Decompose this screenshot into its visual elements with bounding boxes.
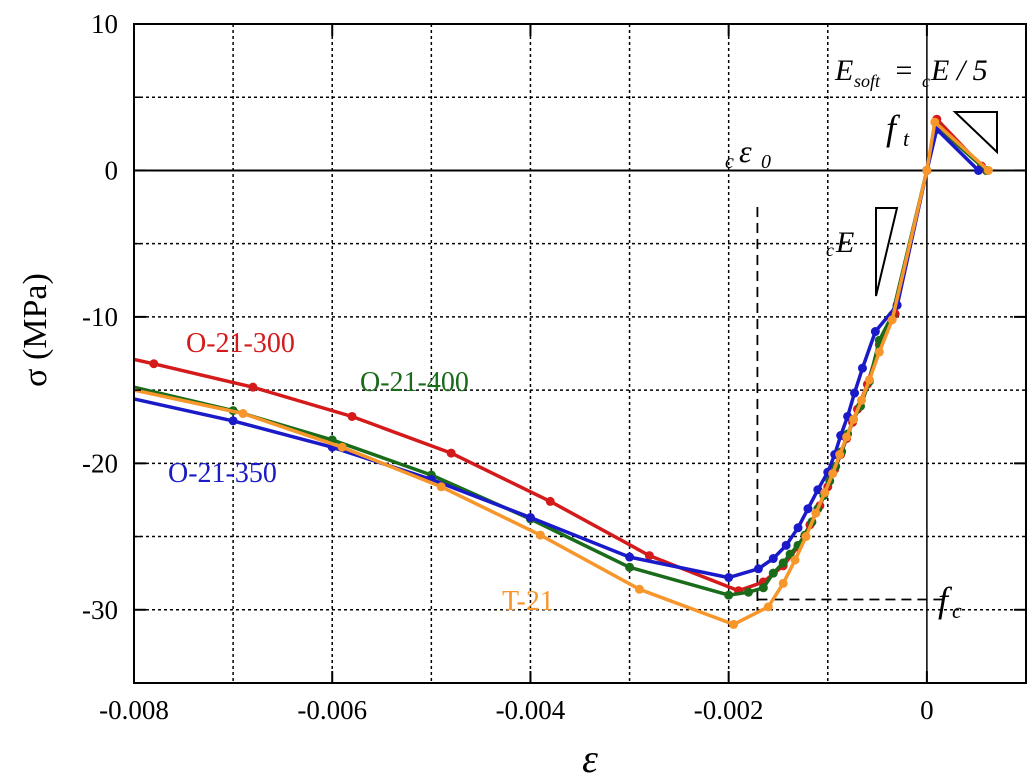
data-point-o-21-300 (446, 448, 456, 458)
series-line-o-21-350 (133, 127, 980, 580)
data-point-o-21-400 (778, 558, 788, 568)
data-point-t-21 (763, 602, 773, 612)
data-point-t-21 (729, 619, 739, 629)
annotation-eps0: ε (739, 133, 752, 169)
data-point-o-21-350 (228, 416, 238, 426)
data-point-o-21-350 (768, 554, 778, 564)
series-line-t-21 (133, 120, 990, 627)
annotation-ce: E (835, 226, 854, 259)
data-point-t-21 (811, 508, 821, 518)
annotation-fc-sub: c (952, 598, 962, 623)
data-point-o-21-350 (850, 388, 860, 398)
data-point-o-21-300 (347, 411, 357, 421)
data-point-o-21-350 (724, 573, 734, 583)
annotation-esoft-eq: = (888, 54, 920, 87)
data-point-t-21 (849, 414, 859, 424)
data-point-o-21-350 (781, 540, 791, 550)
annotation-esoft-tail: E / 5 (930, 54, 988, 87)
series-label-o-21-350: O-21-350 (168, 458, 277, 489)
data-point-t-21 (337, 442, 347, 452)
data-point-o-21-350 (803, 504, 813, 514)
x-tick-label: -0.006 (297, 695, 367, 725)
data-point-t-21 (436, 482, 446, 492)
plot-frame (133, 23, 1027, 684)
data-point-t-21 (835, 450, 845, 460)
grid-lines (134, 24, 1026, 683)
data-point-o-21-350 (813, 485, 823, 495)
annotation-pre-c-eps0: c (725, 151, 734, 173)
data-point-t-21 (856, 395, 866, 405)
data-point-t-21 (535, 530, 545, 540)
data-point-t-21 (238, 409, 248, 419)
data-point-t-21 (801, 532, 811, 542)
series-label-o-21-400: O-21-400 (360, 367, 469, 398)
data-point-o-21-300 (248, 382, 258, 392)
data-point-t-21 (887, 315, 897, 325)
data-point-o-21-300 (149, 359, 159, 369)
series-layer (133, 114, 993, 629)
x-tick-label: -0.004 (496, 695, 566, 725)
data-point-o-21-350 (870, 327, 880, 337)
x-axis-title: ε (582, 736, 598, 781)
annotation-fc: f (938, 580, 953, 620)
x-tick-label: 0 (920, 695, 934, 725)
data-point-t-21 (864, 375, 874, 385)
x-tick-label: -0.002 (694, 695, 764, 725)
data-point-t-21 (778, 578, 788, 588)
slope-triangle-ce (875, 207, 899, 297)
data-point-o-21-350 (625, 552, 635, 562)
y-tick-label: 10 (91, 9, 118, 39)
annotation-guides (756, 207, 945, 613)
data-point-o-21-350 (793, 523, 803, 533)
axis-ticks: -0.008 -0.006 -0.004 -0.002 0 10 0 -10 -20 -30 (82, 9, 1026, 725)
data-point-t-21 (922, 165, 932, 175)
data-point-o-21-300 (545, 496, 555, 506)
y-tick-label: -20 (82, 448, 118, 478)
data-point-o-21-400 (625, 562, 635, 572)
annotation-esoft-pre-c: c (922, 71, 930, 91)
y-tick-label: 0 (105, 155, 119, 185)
annotation-ft-sub: t (903, 126, 910, 151)
data-point-t-21 (930, 117, 940, 127)
data-point-o-21-400 (768, 568, 778, 578)
annotation-esoft-sub: soft (854, 71, 881, 91)
series-label-t-21: T-21 (502, 586, 554, 617)
data-point-o-21-300 (644, 551, 654, 561)
series-label-o-21-300: O-21-300 (186, 328, 295, 359)
data-point-t-21 (828, 469, 838, 479)
data-point-t-21 (790, 555, 800, 565)
data-point-o-21-350 (753, 564, 763, 574)
data-point-t-21 (874, 347, 884, 357)
data-point-t-21 (820, 488, 830, 498)
data-point-t-21 (983, 165, 993, 175)
data-point-t-21 (634, 584, 644, 594)
data-point-t-21 (842, 432, 852, 442)
data-point-o-21-350 (973, 165, 983, 175)
y-tick-label: -30 (82, 595, 118, 625)
data-point-o-21-400 (785, 549, 795, 559)
annotation-esoft-e: E (834, 54, 853, 87)
annotation-eps0-sub: 0 (761, 151, 771, 173)
annotation-ft: f (886, 108, 901, 148)
data-point-o-21-400 (758, 583, 768, 593)
x-tick-label: -0.008 (99, 695, 169, 725)
data-point-o-21-350 (857, 363, 867, 373)
data-point-o-21-350 (525, 513, 535, 523)
slope-triangle-esoft (952, 111, 998, 155)
y-tick-label: -10 (82, 302, 118, 332)
data-point-o-21-400 (724, 590, 734, 600)
series-line-o-21-400 (133, 124, 988, 597)
y-axis-title: σ (MPa) (17, 273, 54, 387)
annotation-pre-c-e: c (826, 240, 834, 260)
data-point-o-21-400 (743, 587, 753, 597)
